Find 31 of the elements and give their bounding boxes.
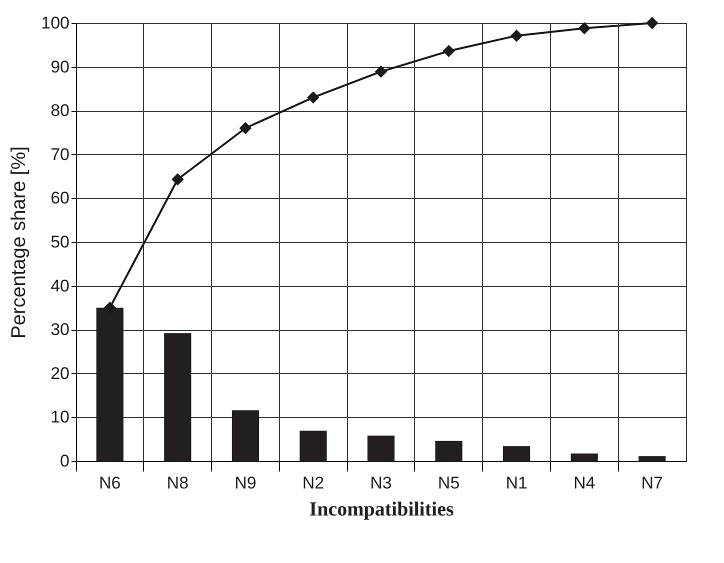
x-tick-label: N6 <box>99 474 121 492</box>
x-tick-label: N7 <box>641 474 663 492</box>
y-tick-label: 20 <box>50 364 70 383</box>
point <box>578 22 590 34</box>
y-tick-label: 60 <box>50 188 70 208</box>
x-tick-label: N3 <box>370 474 392 492</box>
x-tick-label: N1 <box>506 474 528 492</box>
y-tick-label: 100 <box>41 14 70 32</box>
y-tick-label: 30 <box>50 320 70 340</box>
x-axis-title: Incompatibilities <box>309 498 454 520</box>
y-tick-label: 90 <box>50 57 70 76</box>
y-tick-label: 10 <box>50 408 70 427</box>
y-tick-label: 0 <box>60 452 70 470</box>
point <box>646 16 658 30</box>
point <box>239 122 252 134</box>
point <box>374 65 388 78</box>
point <box>307 91 320 104</box>
x-tick-label: N8 <box>166 474 189 492</box>
y-tick-label: 50 <box>50 232 70 252</box>
y-tick-label: 40 <box>50 276 70 296</box>
point <box>442 44 455 58</box>
x-tick-label: N4 <box>573 474 596 492</box>
point <box>510 30 523 42</box>
y-tick-label: 80 <box>50 101 70 120</box>
x-tick-label: N5 <box>438 474 460 492</box>
y-axis-title: Percentage share [%] <box>8 146 30 339</box>
x-tick-label: N9 <box>234 474 256 492</box>
y-tick-label: 70 <box>50 144 70 164</box>
point <box>172 173 184 186</box>
x-tick-label: N2 <box>302 474 324 492</box>
point <box>104 302 116 314</box>
